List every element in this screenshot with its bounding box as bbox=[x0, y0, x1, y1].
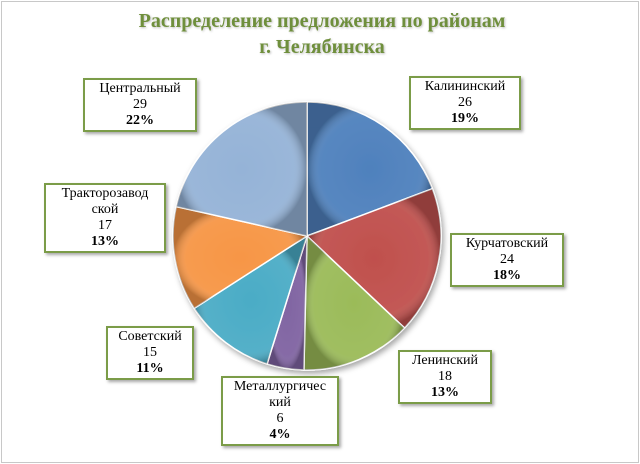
slice-label-value: 29 bbox=[133, 97, 147, 112]
slice-label-percent: 13% bbox=[431, 385, 459, 400]
pie-slice-shading-2 bbox=[303, 236, 405, 370]
slice-label-value: 17 bbox=[98, 218, 112, 233]
slice-label-value: 24 bbox=[500, 252, 514, 267]
pie-slice-shading-1 bbox=[307, 188, 442, 328]
label-metallurgichesky: Металлургичес кий 6 4% bbox=[221, 376, 339, 446]
pie-slice-shading-0 bbox=[307, 102, 433, 236]
slice-label-name-line-2: ской bbox=[91, 202, 119, 217]
slice-label-percent: 18% bbox=[493, 268, 521, 283]
pie-slice-shading-5 bbox=[173, 206, 307, 309]
label-tsentralny: Центральный 29 22% bbox=[83, 78, 197, 132]
slice-label-name: Калининский bbox=[424, 79, 506, 94]
slice-label-percent: 22% bbox=[126, 113, 154, 128]
slice-label-name: Курчатовский bbox=[465, 236, 549, 251]
slice-label-name-line-1: Металлургичес bbox=[233, 379, 327, 394]
label-sovetsky: Советский 15 11% bbox=[106, 326, 194, 380]
pie-slice-shading-4 bbox=[194, 236, 307, 364]
chart-title-line-2: г. Челябинска bbox=[259, 36, 385, 58]
label-traktorozavodskoy: Тракторозавод ской 17 13% bbox=[44, 183, 166, 253]
slice-label-percent: 19% bbox=[451, 111, 479, 126]
slice-label-percent: 11% bbox=[136, 361, 164, 376]
pie-slice-shading-6 bbox=[176, 102, 307, 236]
slice-label-name-line-2: кий bbox=[269, 395, 291, 410]
slice-label-value: 26 bbox=[458, 95, 472, 110]
label-kalininsky: Калининский 26 19% bbox=[409, 76, 521, 130]
slice-label-name-line-1: Тракторозавод bbox=[61, 186, 149, 201]
slice-label-name: Ленинский bbox=[411, 353, 479, 368]
slice-label-value: 15 bbox=[143, 345, 157, 360]
chart-title-line-1: Распределение предложения по районам bbox=[138, 10, 506, 32]
slice-label-name: Центральный bbox=[99, 81, 181, 96]
label-kurchatovsky: Курчатовский 24 18% bbox=[450, 233, 564, 287]
chart-title: Распределение предложения по районам г. … bbox=[42, 8, 602, 60]
slice-label-percent: 4% bbox=[269, 427, 291, 442]
slice-label-value: 18 bbox=[438, 369, 452, 384]
slice-label-value: 6 bbox=[276, 411, 284, 426]
slice-label-percent: 13% bbox=[91, 234, 119, 249]
label-leninsky: Ленинский 18 13% bbox=[398, 350, 492, 404]
slice-label-name: Советский bbox=[118, 329, 182, 344]
